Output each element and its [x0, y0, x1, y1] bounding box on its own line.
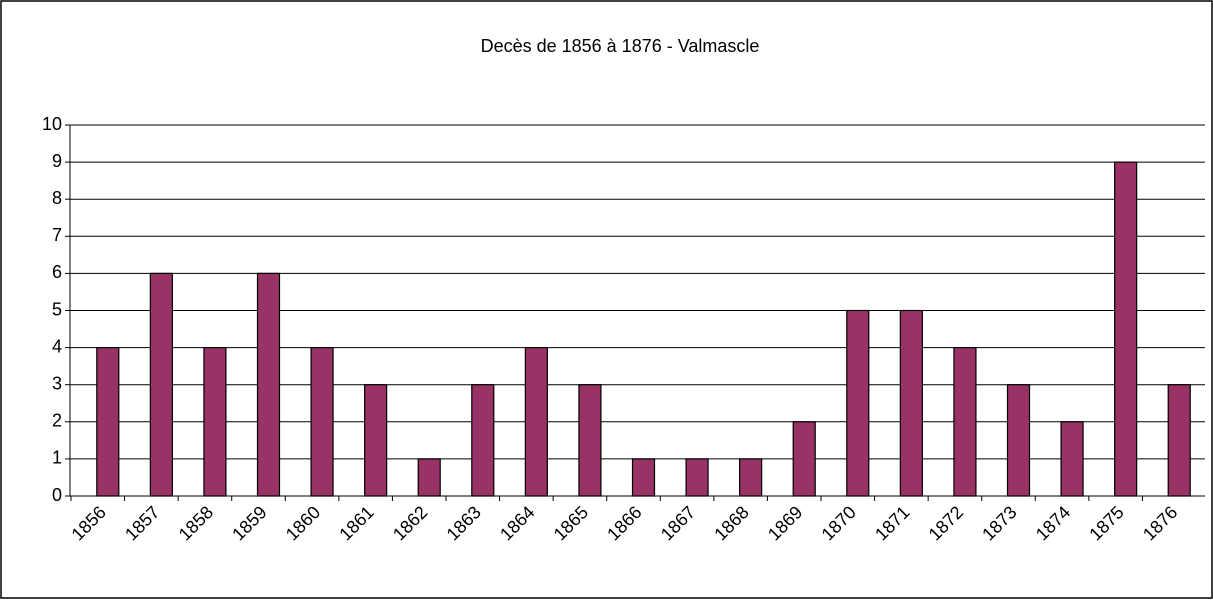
y-tick-label: 5 — [52, 299, 62, 319]
bar — [364, 384, 388, 497]
bar — [149, 272, 173, 497]
bar — [1114, 161, 1138, 497]
bar — [685, 458, 709, 497]
bar — [203, 347, 227, 497]
y-tick-label: 8 — [52, 188, 62, 208]
bar — [471, 384, 495, 497]
y-tick-label: 1 — [52, 448, 62, 468]
bar — [846, 309, 870, 497]
bar — [310, 347, 334, 497]
bar — [256, 272, 281, 497]
y-tick-label: 3 — [52, 373, 62, 393]
bar — [1006, 384, 1031, 497]
y-tick-label: 4 — [52, 336, 62, 356]
bar — [953, 347, 977, 497]
y-tick-label: 7 — [52, 225, 62, 245]
bar — [524, 347, 548, 497]
bar — [631, 458, 656, 497]
bar — [1167, 384, 1191, 497]
y-tick-label: 10 — [42, 114, 62, 134]
bar — [899, 309, 923, 497]
bar — [417, 458, 441, 497]
chart-title: Decès de 1856 à 1876 - Valmascle — [481, 36, 760, 56]
bar — [578, 384, 602, 497]
bar — [96, 347, 120, 497]
bar — [739, 458, 763, 497]
y-tick-label: 0 — [52, 485, 62, 505]
bar — [792, 421, 816, 497]
y-tick-label: 2 — [52, 411, 62, 431]
y-tick-label: 6 — [52, 262, 62, 282]
y-tick-label: 9 — [52, 151, 62, 171]
bar — [1060, 421, 1084, 497]
